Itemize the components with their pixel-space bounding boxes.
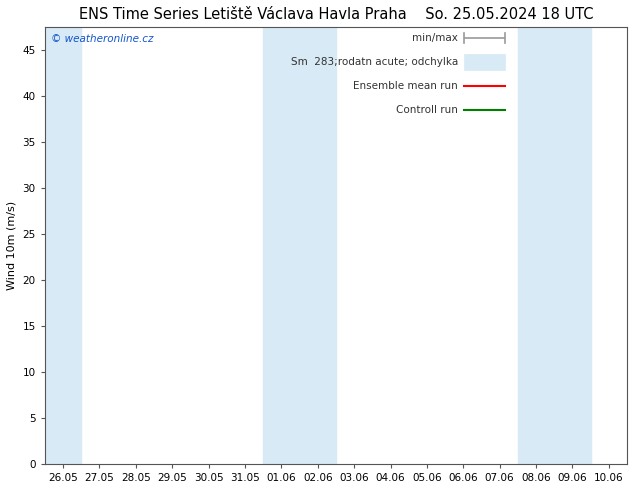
Text: Controll run: Controll run xyxy=(396,105,458,115)
Title: ENS Time Series Letiště Václava Havla Praha    So. 25.05.2024 18 UTC: ENS Time Series Letiště Václava Havla Pr… xyxy=(79,7,593,22)
Bar xyxy=(263,27,336,464)
Text: © weatheronline.cz: © weatheronline.cz xyxy=(51,34,153,44)
Y-axis label: Wind 10m (m/s): Wind 10m (m/s) xyxy=(7,201,17,290)
Text: Sm  283;rodatn acute; odchylka: Sm 283;rodatn acute; odchylka xyxy=(291,57,458,67)
Bar xyxy=(464,54,505,70)
Bar xyxy=(518,27,591,464)
Text: min/max: min/max xyxy=(412,33,458,43)
Text: Ensemble mean run: Ensemble mean run xyxy=(353,81,458,91)
Bar xyxy=(45,27,81,464)
